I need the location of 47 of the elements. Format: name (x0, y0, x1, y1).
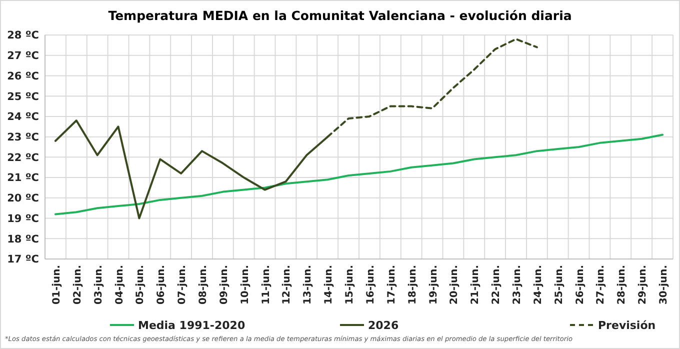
x-tick-label: 10-jun. (240, 265, 251, 305)
x-tick-label: 04-jun. (114, 265, 126, 305)
x-tick-label: 09-jun. (218, 265, 230, 305)
x-tick-label: 23-jun. (512, 265, 523, 305)
x-tick-label: 27-jun. (596, 265, 607, 305)
chart-title: Temperatura MEDIA en la Comunitat Valenciana - evolución diaria (108, 8, 572, 23)
y-tick-label: 17 ºC (7, 254, 40, 266)
x-tick-label: 16-jun. (365, 265, 376, 305)
x-tick-label: 21-jun. (470, 265, 482, 305)
x-tick-label: 15-jun. (344, 265, 356, 305)
x-tick-label: 05-jun. (135, 265, 146, 305)
x-tick-label: 03-jun. (93, 265, 104, 305)
x-tick-label: 18-jun. (407, 265, 418, 305)
x-tick-label: 28-jun. (616, 265, 628, 305)
x-tick-label: 30-jun. (658, 265, 670, 305)
x-tick-label: 08-jun. (198, 265, 209, 305)
x-tick-label: 24-jun. (532, 265, 544, 305)
x-tick-label: 07-jun. (177, 265, 188, 305)
y-tick-label: 18 ºC (7, 233, 40, 246)
x-tick-label: 12-jun. (282, 265, 293, 305)
x-tick-label: 20-jun. (449, 265, 460, 305)
y-tick-label: 25 ºC (7, 90, 40, 103)
y-tick-label: 28 ºC (7, 30, 40, 42)
x-tick-label: 25-jun. (554, 265, 565, 305)
y-tick-label: 21 ºC (7, 172, 40, 184)
x-tick-label: 02-jun. (72, 265, 84, 305)
legend-label: Previsión (598, 318, 656, 332)
line-series (54, 134, 664, 216)
x-tick-label: 06-jun. (156, 265, 168, 305)
x-tick-label: 01-jun. (51, 265, 62, 305)
y-tick-label: 23 ºC (7, 131, 40, 144)
x-tick-label: 26-jun. (574, 265, 586, 305)
y-tick-label: 26 ºC (7, 70, 40, 82)
x-tick-label: 22-jun. (491, 265, 502, 305)
legend-label: Media 1991-2020 (138, 318, 246, 332)
legend-label: 2026 (368, 318, 399, 332)
x-tick-label: 29-jun. (638, 265, 649, 305)
y-tick-label: 27 ºC (7, 50, 40, 62)
y-tick-label: 22 ºC (7, 152, 40, 164)
x-tick-label: 13-jun. (302, 265, 314, 305)
x-tick-label: 11-jun. (260, 265, 272, 305)
y-tick-label: 19 ºC (7, 212, 40, 225)
x-tick-label: 14-jun. (324, 265, 335, 305)
y-tick-label: 20 ºC (7, 192, 40, 205)
y-tick-label: 24 ºC (7, 111, 40, 124)
x-tick-label: 19-jun. (428, 265, 440, 305)
x-tick-label: 17-jun. (386, 265, 398, 305)
